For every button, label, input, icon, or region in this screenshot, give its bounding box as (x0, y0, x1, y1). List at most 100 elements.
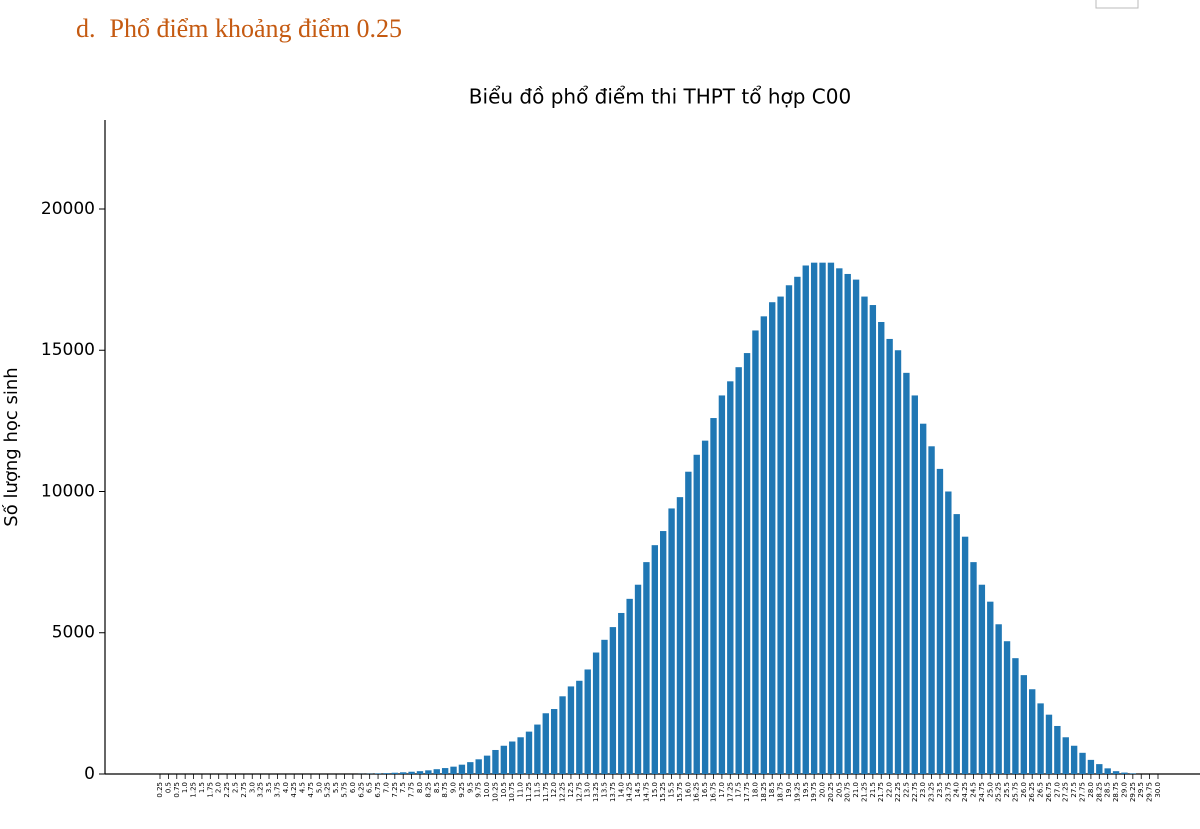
bar (1070, 745, 1078, 774)
bar (1129, 773, 1137, 774)
x-tick-label: 2.0 (215, 782, 223, 793)
y-tick-label: 20000 (41, 199, 95, 219)
bar (861, 296, 868, 774)
bar (408, 771, 415, 774)
y-tick-label: 5000 (52, 623, 95, 643)
bar (1087, 759, 1095, 774)
bar (492, 749, 499, 774)
x-tick-label: 14.5 (634, 782, 642, 798)
x-tick-label: 13.75 (609, 782, 617, 802)
x-tick-label: 3.0 (248, 782, 256, 793)
x-tick-label: 4.5 (299, 782, 307, 793)
bar (383, 773, 390, 774)
x-tick-label: 10.75 (508, 782, 516, 802)
x-tick-label: 26.75 (1045, 782, 1053, 802)
x-tick-label: 5.25 (324, 782, 332, 798)
x-tick-label: 3.25 (257, 782, 265, 798)
x-tick-label: 24.75 (978, 782, 986, 802)
bar (517, 737, 524, 774)
bar (953, 514, 960, 774)
bar (542, 713, 549, 774)
x-tick-label: 28.0 (1087, 782, 1095, 798)
bar (475, 759, 482, 774)
y-axis-label: Số lượng học sinh (1, 367, 22, 526)
x-tick-label: 10.25 (491, 782, 499, 802)
x-tick-label: 9.75 (475, 782, 483, 798)
y-tick-label: 0 (84, 764, 95, 784)
bar (727, 381, 734, 774)
bar (651, 545, 658, 774)
x-tick-label: 16.25 (693, 782, 701, 802)
x-tick-label: 4.75 (307, 782, 315, 798)
x-tick-label: 2.25 (223, 782, 231, 798)
x-tick-label: 29.0 (1120, 782, 1128, 798)
x-tick-label: 4.0 (282, 782, 290, 793)
x-tick-label: 5.5 (332, 782, 340, 793)
x-tick-label: 1.5 (198, 782, 206, 793)
x-tick-label: 22.0 (886, 782, 894, 798)
bar (785, 285, 793, 774)
x-tick-label: 10.5 (500, 782, 508, 798)
x-tick-label: 17.5 (735, 782, 743, 798)
x-tick-label: 8.5 (433, 782, 441, 793)
x-tick-label: 13.5 (600, 782, 608, 798)
bar (743, 353, 751, 774)
bar (1020, 675, 1028, 774)
x-tick-label: 8.75 (441, 782, 449, 798)
x-tick-label: 14.25 (626, 782, 634, 802)
x-tick-label: 19.75 (810, 782, 818, 802)
x-tick-label: 18.5 (768, 782, 776, 798)
x-tick-label: 13.25 (592, 782, 600, 802)
x-tick-label: 9.5 (466, 782, 474, 793)
bar (685, 471, 692, 774)
y-tick-label: 10000 (41, 481, 95, 501)
bar (391, 772, 399, 774)
bar (827, 262, 835, 774)
bar (668, 508, 675, 774)
bar (769, 302, 776, 774)
bar (995, 624, 1002, 774)
bar (618, 612, 625, 774)
bar (450, 766, 457, 774)
x-tick-label: 21.75 (877, 782, 885, 802)
bar (878, 321, 885, 774)
x-tick-label: 4.25 (290, 782, 298, 798)
bar (676, 497, 684, 774)
x-tick-label: 19.25 (793, 782, 801, 802)
bar (1037, 703, 1044, 774)
bar (1121, 772, 1128, 774)
bar (928, 446, 935, 774)
x-tick-label: 3.75 (273, 782, 281, 798)
bar (1062, 737, 1069, 774)
x-tick-label: 18.75 (777, 782, 785, 802)
x-tick-label: 28.5 (1104, 782, 1112, 798)
bar (794, 276, 801, 774)
x-tick-label: 10.0 (483, 782, 491, 798)
x-tick-label: 26.25 (1028, 782, 1036, 802)
bar (886, 338, 893, 774)
x-tick-label: 27.0 (1053, 782, 1061, 798)
bar (643, 562, 650, 774)
bar (919, 423, 927, 774)
bar (584, 669, 591, 774)
x-tick-label: 15.0 (651, 782, 659, 798)
bar (660, 531, 667, 774)
x-tick-label: 17.0 (718, 782, 726, 798)
x-tick-label: 16.5 (701, 782, 709, 798)
bar (467, 762, 474, 774)
bar (626, 598, 633, 774)
x-tick-label: 13.0 (584, 782, 592, 798)
x-tick-label: 25.75 (1011, 782, 1019, 802)
x-tick-label: 22.75 (911, 782, 919, 802)
x-tick-label: 11.0 (517, 782, 525, 798)
bar (601, 639, 608, 774)
bar (760, 316, 768, 774)
x-tick-label: 29.75 (1146, 782, 1154, 802)
bar (559, 696, 566, 774)
bar (894, 350, 902, 774)
x-tick-label: 15.25 (659, 782, 667, 802)
heading-marker: d. (76, 14, 96, 43)
x-tick-label: 7.25 (391, 782, 399, 798)
x-tick-label: 0.75 (173, 782, 181, 798)
